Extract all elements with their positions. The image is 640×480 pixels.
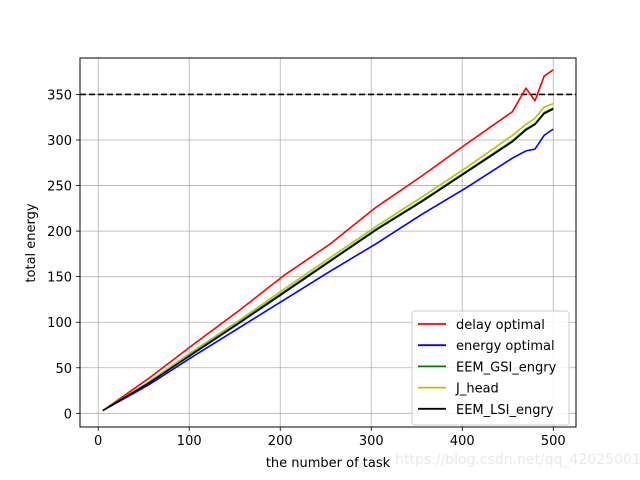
x-tick-label: 300 [359, 434, 384, 449]
legend-label: delay optimal [456, 318, 545, 333]
legend-label: energy optimal [456, 339, 555, 354]
legend-label: J_head [455, 382, 499, 397]
x-tick-label: 200 [268, 434, 293, 449]
x-tick-label: 100 [177, 434, 202, 449]
series-line-delay-optimal [102, 69, 554, 412]
series-line-energy-optimal [102, 128, 554, 412]
legend-label: EEM_LSI_engry [456, 403, 554, 418]
legend-label: EEM_GSI_engry [456, 360, 557, 375]
x-tick-label: 400 [450, 434, 475, 449]
legend-box [411, 310, 570, 426]
series-lines [102, 69, 554, 412]
y-tick-label: 250 [47, 180, 72, 195]
y-tick-label: 150 [47, 271, 72, 286]
x-axis-ticks: 0 100 200 300 400 500 [94, 427, 566, 449]
y-axis-ticks: 0 50 100 150 200 250 300 350 [47, 88, 80, 422]
y-tick-label: 350 [47, 88, 72, 103]
x-axis-label: the number of task [266, 456, 391, 471]
y-axis-label: total energy [24, 203, 39, 282]
plot-frame [79, 57, 577, 428]
y-tick-label: 0 [64, 407, 72, 422]
x-tick-label: 0 [94, 434, 102, 449]
series-line-eem-lsi-engry [102, 108, 554, 412]
y-tick-label: 100 [47, 316, 72, 331]
x-tick-label: 500 [541, 434, 566, 449]
y-tick-label: 300 [47, 134, 72, 149]
y-tick-label: 50 [55, 362, 72, 377]
legend: delay optimal energy optimal EEM_GSI_engry… [411, 310, 570, 426]
series-line-j-head [102, 102, 554, 412]
y-tick-label: 200 [47, 225, 72, 240]
watermark: https://blog.csdn.net/qq_42025001 [395, 452, 640, 468]
